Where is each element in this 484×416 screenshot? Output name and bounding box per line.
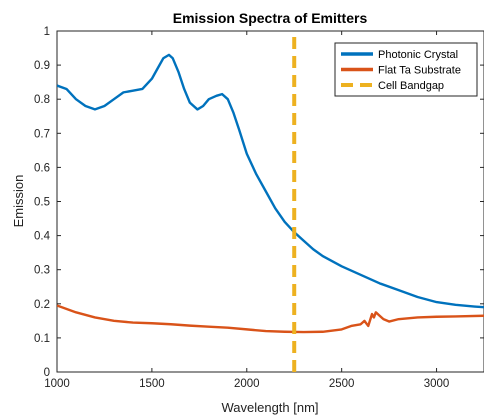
- y-axis-label: Emission: [11, 175, 26, 228]
- y-tick-label: 0.9: [34, 60, 50, 72]
- legend: Photonic Crystal Flat Ta Substrate Cell Ba…: [334, 42, 478, 97]
- series-layer: [57, 31, 484, 372]
- y-tick-label: 0.1: [34, 333, 50, 345]
- y-tick-label: 0.3: [34, 265, 50, 277]
- x-tick-label: 2000: [234, 378, 260, 390]
- x-tick-label: 2500: [329, 378, 355, 390]
- y-tick-label: 0: [44, 367, 50, 379]
- series-line-flat-ta-substrate: [57, 304, 484, 334]
- x-tick-label: 3000: [424, 378, 450, 390]
- y-tick-label: 0.2: [34, 299, 50, 311]
- y-tick-label: 1: [44, 26, 50, 38]
- x-tick-label: 1000: [44, 378, 70, 390]
- legend-entry: Photonic Crystal: [378, 49, 458, 61]
- y-tick-label: 0.7: [34, 128, 50, 140]
- y-tick-label: 0.6: [34, 162, 50, 174]
- legend-entry: Cell Bandgap: [378, 80, 444, 92]
- x-axis-label: Wavelength [nm]: [221, 400, 318, 415]
- y-axis-ticks: 0 0.1 0.2 0.3 0.4 0.5 0.6 0.7 0.8 0.9 1: [34, 26, 484, 379]
- y-tick-label: 0.4: [34, 231, 51, 243]
- y-tick-label: 0.5: [34, 197, 50, 209]
- legend-entry: Flat Ta Substrate: [378, 65, 461, 77]
- chart-title: Emission Spectra of Emitters: [173, 10, 368, 26]
- y-tick-label: 0.8: [34, 94, 50, 106]
- series-line-photonic-crystal: [57, 53, 484, 309]
- x-tick-label: 1500: [139, 378, 165, 390]
- x-axis-ticks: 1000 1500 2000 2500 3000: [44, 31, 449, 390]
